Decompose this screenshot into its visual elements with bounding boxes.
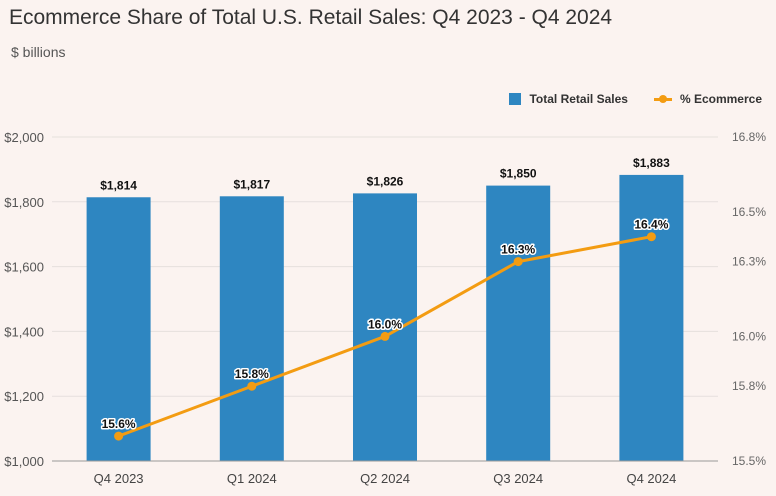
- legend-bar-swatch: [509, 93, 522, 105]
- line-data-label: 16.4%: [634, 218, 668, 232]
- y2-tick-label: 16.0%: [732, 329, 766, 343]
- y-tick-label: $1,000: [4, 454, 44, 469]
- line-point: [380, 331, 390, 341]
- legend-label-ecommerce: % Ecommerce: [679, 92, 762, 106]
- bar: [486, 185, 551, 461]
- y-tick-label: $2,000: [4, 130, 44, 145]
- bar: [619, 174, 684, 461]
- line-point: [247, 381, 257, 391]
- x-tick-label: Q4 2023: [94, 471, 144, 486]
- bar-data-label: $1,814: [100, 178, 137, 192]
- y-tick-label: $1,200: [4, 389, 44, 404]
- legend-item-total-retail-sales[interactable]: Total Retail Sales: [509, 92, 628, 106]
- y2-tick-label: 16.8%: [732, 130, 766, 144]
- legend-line-swatch: [653, 93, 672, 105]
- y-tick-label: $1,600: [4, 260, 44, 275]
- bar-data-label: $1,850: [500, 167, 537, 181]
- bar-data-label: $1,883: [633, 156, 670, 170]
- line-point: [114, 431, 124, 441]
- bar: [86, 197, 151, 461]
- line-point: [513, 257, 523, 267]
- y2-tick-label: 16.5%: [732, 205, 766, 219]
- x-tick-label: Q1 2024: [227, 471, 277, 486]
- x-tick-label: Q4 2024: [626, 471, 676, 486]
- chart-subtitle: $ billions: [11, 44, 66, 60]
- line-point: [646, 232, 656, 242]
- y-tick-label: $1,400: [4, 324, 44, 339]
- line-data-label: 16.0%: [368, 317, 402, 331]
- legend-item-ecommerce[interactable]: % Ecommerce: [653, 92, 762, 106]
- line-data-label: 15.6%: [102, 417, 136, 431]
- bar: [219, 196, 284, 462]
- y2-tick-label: 15.5%: [732, 454, 766, 468]
- x-tick-label: Q2 2024: [360, 471, 410, 486]
- legend-label-total-retail-sales: Total Retail Sales: [529, 92, 628, 106]
- y-tick-label: $1,800: [4, 195, 44, 210]
- x-tick-label: Q3 2024: [493, 471, 543, 486]
- bar-data-label: $1,817: [233, 177, 270, 191]
- y2-tick-label: 15.8%: [732, 379, 766, 393]
- y2-tick-label: 16.3%: [732, 255, 766, 269]
- chart-title: Ecommerce Share of Total U.S. Retail Sal…: [9, 6, 613, 29]
- legend: Total Retail Sales % Ecommerce: [509, 92, 762, 106]
- bar-data-label: $1,826: [367, 174, 404, 188]
- line-data-label: 16.3%: [501, 243, 535, 257]
- bar: [353, 193, 417, 461]
- line-data-label: 15.8%: [235, 367, 269, 381]
